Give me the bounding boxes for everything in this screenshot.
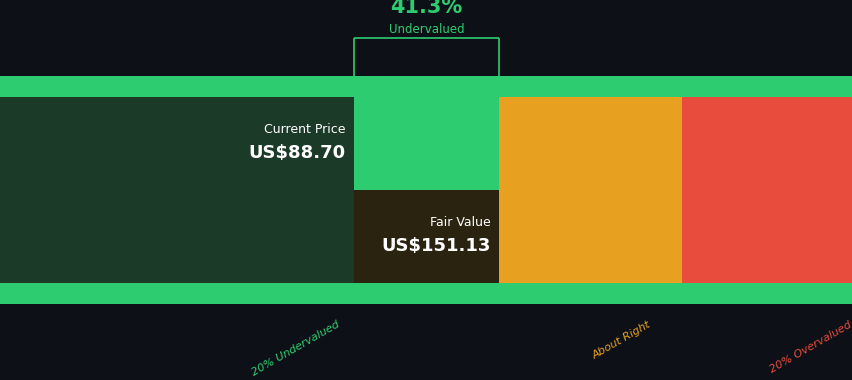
Bar — [0, 190, 498, 283]
Text: Current Price: Current Price — [263, 122, 345, 136]
Text: US$88.70: US$88.70 — [248, 144, 345, 162]
Bar — [682, 76, 852, 304]
Bar — [0, 97, 354, 190]
Text: Undervalued: Undervalued — [389, 23, 463, 36]
Text: About Right: About Right — [590, 319, 652, 361]
Bar — [354, 190, 498, 283]
Text: US$151.13: US$151.13 — [381, 237, 490, 255]
Text: Fair Value: Fair Value — [429, 215, 490, 229]
Bar — [0, 76, 498, 304]
Text: 20% Overvalued: 20% Overvalued — [767, 319, 852, 374]
Bar — [498, 76, 682, 304]
Bar — [0, 283, 852, 304]
Bar — [0, 76, 852, 97]
Text: 20% Undervalued: 20% Undervalued — [249, 319, 341, 378]
Text: 41.3%: 41.3% — [390, 0, 462, 17]
